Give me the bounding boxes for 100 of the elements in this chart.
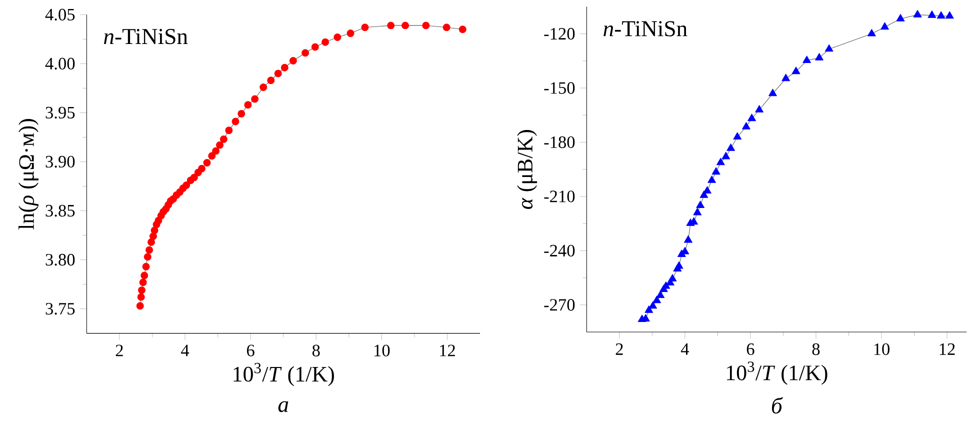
point — [182, 182, 190, 190]
point — [668, 274, 677, 282]
x-tick-label: 8 — [812, 344, 820, 356]
y-tick-label: 4.05 — [45, 8, 75, 21]
point — [212, 147, 220, 155]
point — [703, 186, 712, 194]
point — [146, 246, 154, 254]
annotation: n-TiNiSn — [604, 21, 688, 37]
point — [824, 44, 834, 52]
point — [289, 57, 297, 65]
point — [880, 22, 889, 30]
point — [815, 53, 824, 61]
point — [782, 74, 790, 82]
y-tick-label: 3.95 — [46, 107, 75, 119]
point — [662, 282, 670, 289]
y-axis-title: α (μB/K) — [517, 130, 538, 210]
point — [656, 290, 665, 298]
point — [139, 278, 147, 286]
point — [138, 286, 146, 294]
text: б — [772, 397, 783, 414]
point — [216, 142, 224, 149]
x-tick-label: 12 — [440, 344, 455, 356]
point — [696, 200, 705, 208]
point — [936, 11, 946, 19]
point — [458, 26, 466, 34]
annotation: n-TiNiSn — [104, 29, 188, 44]
x-tick-label: 6 — [246, 344, 254, 357]
x-tick-label: 10 — [374, 344, 390, 357]
point — [334, 34, 342, 42]
point — [867, 29, 876, 36]
x-tick-label: 6 — [746, 344, 754, 356]
x-tick-label: 4 — [680, 344, 690, 355]
point — [311, 43, 319, 51]
point — [232, 118, 240, 126]
point — [945, 11, 954, 19]
point — [280, 64, 288, 72]
point — [137, 293, 145, 301]
point — [716, 158, 725, 166]
point — [208, 152, 216, 160]
x-tick-label: 10 — [874, 344, 890, 356]
point — [422, 22, 430, 30]
point — [274, 70, 282, 78]
point — [712, 167, 720, 175]
y-tick-label: -270 — [544, 299, 575, 311]
point — [648, 302, 658, 309]
point — [693, 208, 702, 216]
y-tick-label: -150 — [544, 82, 575, 94]
point — [708, 176, 716, 184]
point — [802, 56, 811, 64]
point — [387, 22, 395, 30]
point — [220, 136, 228, 144]
point — [726, 144, 735, 152]
point — [896, 14, 905, 22]
point — [225, 126, 233, 134]
point — [755, 105, 764, 113]
x-axis-title: 10$^{3}$/T (1/K) — [234, 363, 334, 386]
point — [149, 232, 157, 240]
point — [140, 272, 148, 280]
x-tick-label: 4 — [181, 344, 190, 356]
point — [742, 122, 750, 130]
x-tick-label: 8 — [312, 344, 320, 357]
x-tick-label: 2 — [616, 344, 623, 356]
point — [768, 88, 777, 96]
y-tick-label: 4.00 — [45, 58, 75, 70]
x-axis-title: 10$^{3}$/T (1/K) — [727, 362, 828, 385]
point — [260, 84, 268, 92]
point — [142, 263, 150, 271]
x-tick-label: 2 — [116, 344, 123, 356]
point — [302, 49, 310, 57]
y-tick-label: 3.75 — [46, 303, 75, 315]
y-axis-title: ln(ρ (μΩ·м)) — [18, 119, 38, 230]
point — [190, 174, 198, 182]
point — [203, 159, 211, 167]
y-tick-label: 3.80 — [46, 254, 75, 266]
point — [136, 302, 144, 310]
point — [722, 152, 730, 160]
y-tick-label: -240 — [544, 244, 575, 257]
point — [644, 306, 654, 314]
x-tick-label: 12 — [940, 344, 955, 356]
y-tick-label: 3.90 — [46, 156, 75, 168]
point — [748, 114, 756, 122]
point — [361, 24, 369, 32]
point — [442, 24, 450, 32]
text: а — [278, 401, 288, 412]
point — [198, 165, 206, 173]
point — [267, 76, 275, 84]
point — [913, 10, 922, 18]
point — [322, 38, 330, 46]
point — [148, 238, 155, 246]
y-tick-label: -120 — [544, 28, 575, 40]
point — [144, 253, 152, 261]
point — [733, 132, 742, 140]
point — [684, 236, 692, 243]
point — [150, 226, 158, 234]
y-tick-label: -180 — [544, 136, 575, 148]
point — [674, 262, 684, 269]
y-tick-label: 3.85 — [46, 205, 75, 217]
point — [928, 10, 936, 18]
point — [346, 30, 354, 38]
point — [402, 22, 410, 30]
